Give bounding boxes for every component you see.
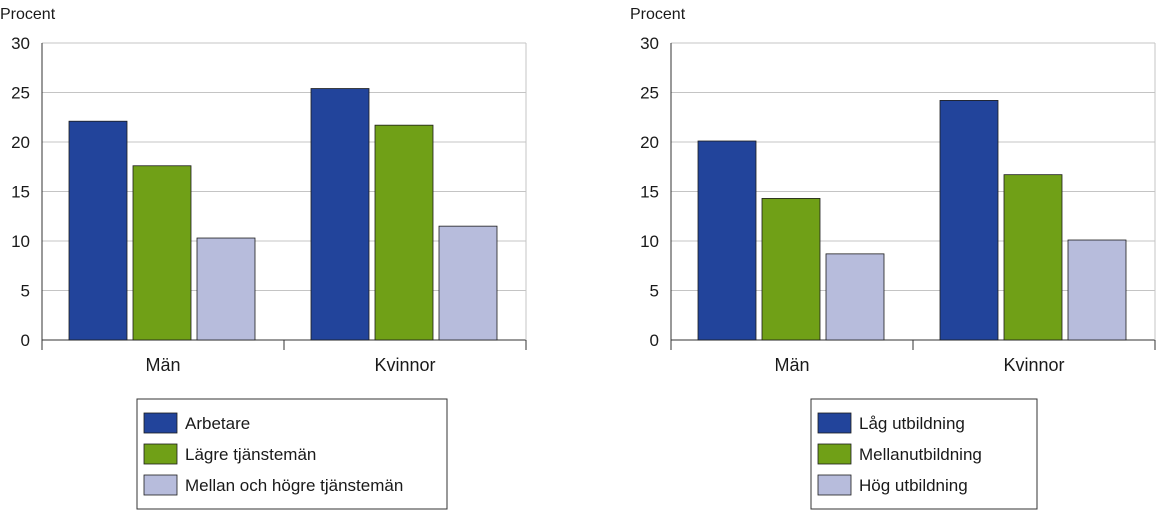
legend-swatch	[143, 443, 178, 465]
legend-label: Lägre tjänstemän	[185, 445, 316, 464]
bar-1-1	[68, 120, 128, 341]
legend-label: Låg utbildning	[859, 414, 965, 433]
x-category-label: Kvinnor	[374, 355, 435, 375]
bar-3-2	[1067, 239, 1127, 341]
bar-3-2	[438, 225, 498, 341]
y-tick-label: 25	[11, 84, 30, 103]
y-tick-label: 30	[11, 34, 30, 53]
x-category-label: Män	[774, 355, 809, 375]
y-tick-label: 25	[640, 84, 659, 103]
y-tick-label: 0	[21, 331, 30, 350]
bar-2-2	[374, 124, 434, 341]
legend-swatch	[817, 474, 852, 496]
y-axis-label: Procent	[630, 6, 686, 23]
y-tick-label: 30	[640, 34, 659, 53]
chart-panel-1: Procent 0 5 10 15 20 25 30 Män Kvinnor Arbetare Läg…	[0, 6, 527, 510]
legend-box	[136, 398, 448, 510]
legend-label: Arbetare	[185, 414, 250, 433]
chart-panel-2: Procent 0 5 10 15 20 25 30 Män Kvinnor Låg utbildn…	[630, 6, 1156, 510]
legend-swatch	[817, 412, 852, 434]
x-category-label: Kvinnor	[1003, 355, 1064, 375]
bar-1-1	[697, 140, 757, 341]
y-tick-label: 15	[640, 183, 659, 202]
y-tick-label: 15	[11, 183, 30, 202]
y-tick-label: 20	[640, 133, 659, 152]
bar-2-2	[1003, 174, 1063, 341]
y-tick-label: 10	[640, 232, 659, 251]
legend-label: Hög utbildning	[859, 476, 968, 495]
y-tick-label: 5	[650, 282, 659, 301]
bar-3-1	[825, 253, 885, 341]
y-tick-label: 5	[21, 282, 30, 301]
y-tick-label: 10	[11, 232, 30, 251]
legend-swatch	[143, 412, 178, 434]
bar-1-2	[310, 88, 370, 341]
y-tick-label: 0	[650, 331, 659, 350]
legend-swatch	[143, 474, 178, 496]
bar-1-2	[939, 100, 999, 341]
bar-2-1	[132, 165, 192, 341]
y-tick-label: 20	[11, 133, 30, 152]
legend-swatch	[817, 443, 852, 465]
legend-label: Mellan och högre tjänstemän	[185, 476, 403, 495]
x-category-label: Män	[145, 355, 180, 375]
bar-2-1	[761, 198, 821, 341]
y-axis-label: Procent	[0, 6, 56, 23]
legend-label: Mellanutbildning	[859, 445, 982, 464]
bar-3-1	[196, 237, 256, 341]
